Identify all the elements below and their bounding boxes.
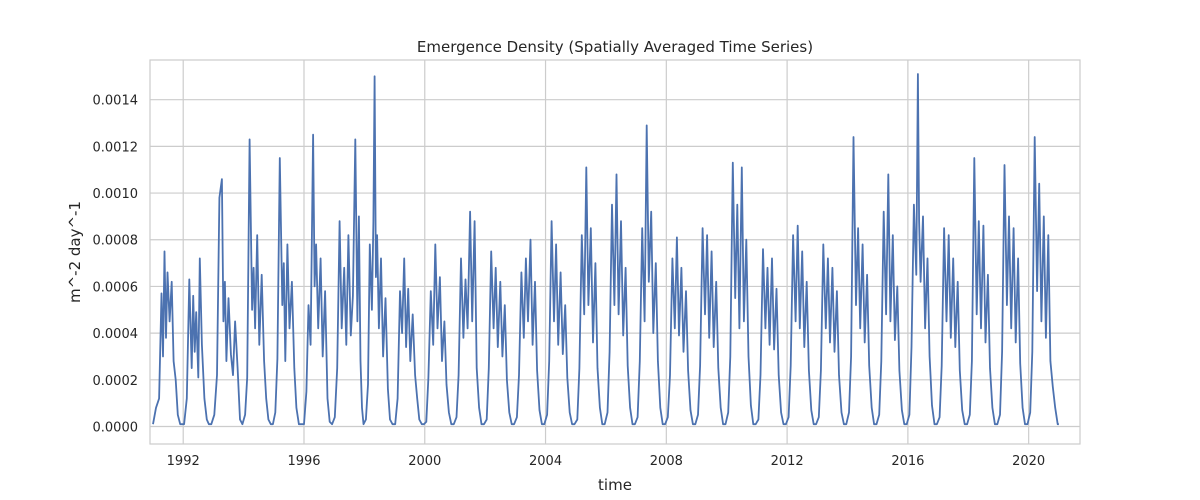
y-tick-label: 0.0014 (93, 94, 139, 109)
y-axis-label: m^-2 day^-1 (66, 201, 84, 303)
x-tick-label: 1996 (287, 454, 320, 469)
y-axis-ticks: 0.0000 0.0002 0.0004 0.0006 0.0008 0.0010 0.00… (93, 94, 139, 436)
chart-title: Emergence Density (Spatially Averaged Ti… (417, 38, 813, 56)
x-tick-label: 2004 (529, 454, 562, 469)
y-tick-label: 0.0006 (93, 280, 139, 295)
y-tick-label: 0.0010 (93, 187, 139, 202)
x-tick-label: 2000 (408, 454, 441, 469)
series-line (152, 73, 1059, 426)
y-tick-label: 0.0000 (93, 420, 139, 435)
x-tick-label: 1992 (167, 454, 200, 469)
y-tick-label: 0.0002 (93, 374, 139, 389)
x-tick-label: 2020 (1012, 454, 1045, 469)
y-tick-label: 0.0008 (93, 234, 139, 249)
y-tick-label: 0.0012 (93, 140, 139, 155)
x-axis-label: time (598, 476, 632, 494)
x-tick-label: 2012 (771, 454, 804, 469)
x-axis-ticks: 1992 1996 2000 2004 2008 2012 2016 2020 (167, 454, 1046, 469)
y-tick-label: 0.0004 (93, 327, 139, 342)
x-tick-label: 2008 (650, 454, 683, 469)
x-tick-label: 2016 (891, 454, 924, 469)
plot-frame (149, 59, 1081, 445)
grid (150, 60, 1080, 444)
